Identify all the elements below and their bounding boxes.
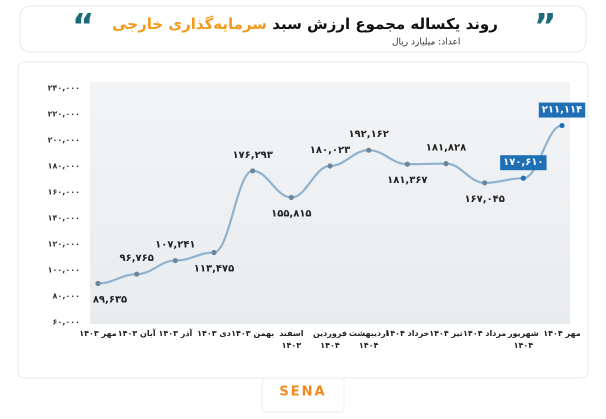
subtitle: اعداد: میلیارد ریال [392, 38, 460, 48]
x-tick-label: تیر ۱۴۰۴ [429, 329, 463, 338]
quote-mark: ” [534, 7, 556, 47]
x-tick-label: دی ۱۴۰۳ [197, 329, 231, 338]
y-tick-label: ۱۶۰,۰۰۰ [48, 188, 80, 197]
data-label: ۸۹,۶۳۵ [93, 294, 127, 305]
x-tick-label: اسفند ۱۴۰۳ [279, 329, 304, 350]
data-label: ۱۸۱,۳۶۷ [387, 175, 427, 186]
x-tick-label: خرداد ۱۴۰۴ [385, 329, 430, 338]
x-tick-label: آبان ۱۴۰۳ [117, 329, 156, 338]
logo-box [261, 377, 345, 413]
data-label-box [538, 102, 586, 118]
x-tick-label: شهریور ۱۴۰۴ [507, 329, 539, 350]
data-point [404, 161, 410, 167]
title-highlight: سرمایه‌گذاری خارجی [112, 15, 267, 33]
data-point [520, 175, 526, 181]
data-label: ۱۸۱,۸۲۸ [426, 143, 466, 154]
x-tick-label: مهر ۱۴۰۴ [543, 329, 581, 338]
y-tick-label: ۲۰۰,۰۰۰ [48, 136, 80, 145]
data-label: ۱۷۶,۲۹۳ [232, 150, 272, 161]
data-point [172, 257, 178, 264]
chart-title: روند یکساله مجموع ارزش سبد سرمایه‌گذاری … [112, 15, 498, 33]
x-tick-label: بهمن ۱۴۰۳ [231, 329, 275, 338]
y-tick-label: ۶۰,۰۰۰ [53, 318, 80, 327]
data-label: ۱۰۷,۲۴۱ [155, 240, 195, 251]
data-point [288, 194, 294, 201]
data-label-box [500, 155, 547, 171]
x-tick-label: مهر ۱۴۰۳ [79, 329, 117, 338]
header-box [19, 5, 587, 53]
data-point [134, 271, 140, 277]
data-label: ۱۶۷,۰۴۵ [464, 194, 504, 205]
data-label: ۹۶,۷۶۵ [120, 253, 154, 264]
data-label: ۱۹۲,۱۶۲ [348, 129, 388, 140]
y-tick-label: ۱۲۰,۰۰۰ [48, 240, 80, 249]
y-tick-label: ۲۴۰,۰۰۰ [48, 84, 80, 93]
data-point [250, 168, 256, 174]
data-point [559, 122, 565, 129]
y-tick-label: ۱۸۰,۰۰۰ [48, 162, 80, 171]
data-point [211, 249, 217, 256]
x-tick-label: فروردین ۱۴۰۴ [312, 329, 348, 350]
x-tick-label: آذر ۱۴۰۳ [158, 329, 193, 338]
title-main: روند یکساله مجموع ارزش سبد [272, 15, 498, 33]
plot-area [90, 82, 570, 324]
data-label: ۱۱۳,۴۷۵ [194, 263, 234, 274]
y-tick-label: ۱۴۰,۰۰۰ [48, 214, 80, 223]
data-point [95, 280, 101, 287]
data-label: ۱۸۰,۰۲۳ [310, 145, 350, 156]
data-label: ۲۱۱,۱۱۴ [542, 105, 582, 116]
x-tick-label: اردیبهشت ۱۴۰۴ [348, 329, 389, 350]
data-label: ۱۷۰,۶۱۰ [503, 157, 543, 168]
data-point [482, 180, 488, 186]
y-tick-label: ۸۰,۰۰۰ [53, 292, 80, 301]
x-tick-label: مرداد ۱۴۰۴ [463, 329, 507, 338]
quote-mark: “ [72, 7, 94, 47]
y-tick-label: ۱۰۰,۰۰۰ [48, 266, 80, 275]
y-tick-label: ۲۲۰,۰۰۰ [48, 110, 80, 119]
data-point [443, 161, 449, 167]
data-point [327, 163, 333, 169]
logo: SENA [279, 385, 326, 400]
data-label: ۱۵۵,۸۱۵ [271, 208, 311, 219]
data-point [366, 147, 372, 153]
